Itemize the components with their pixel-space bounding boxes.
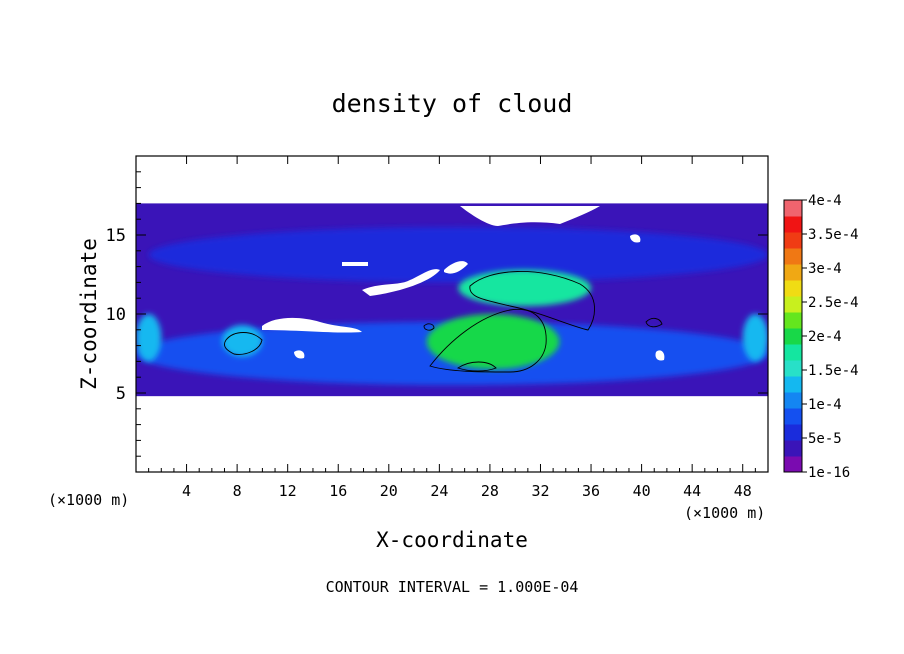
colorbar-swatch	[784, 392, 802, 409]
x-tick-label: 40	[633, 482, 651, 500]
contour-line	[429, 308, 547, 373]
colorbar-label: 5e-5	[808, 431, 842, 447]
gap-patch	[444, 261, 468, 274]
colorbar-swatch	[784, 360, 802, 377]
x-tick-label: 44	[683, 482, 701, 500]
x-axis: 4 8 12 16 20 24 28 32 36 40 44 48	[148, 156, 756, 500]
y-axis-title: Z-coordinate	[77, 238, 101, 390]
density-field	[136, 203, 768, 397]
colorbar-swatch	[784, 344, 802, 361]
density-region-left-edge	[136, 314, 162, 362]
contour-line	[645, 317, 663, 328]
density-region-upper-band	[148, 227, 768, 283]
contour-line	[223, 332, 263, 355]
x-tick-label: 48	[734, 482, 752, 500]
density-region-blob-x8	[221, 325, 263, 357]
colorbar-swatch	[784, 200, 802, 217]
colorbar-swatch	[784, 312, 802, 329]
chart-title: density of cloud	[332, 89, 573, 118]
colorbar-swatch	[784, 328, 802, 345]
colorbar-swatch	[784, 408, 802, 425]
x-tick-label: 32	[531, 482, 549, 500]
clear-air-gaps	[262, 206, 665, 361]
colorbar: 1e-16 5e-5 1e-4 1.5e-4 2e-4 2.5e-4 3e-4 3.5e-4 4…	[783, 193, 859, 481]
colorbar-swatch	[784, 232, 802, 249]
colorbar-swatch	[784, 280, 802, 297]
colorbar-label: 1.5e-4	[808, 363, 859, 379]
x-tick-label: 24	[430, 482, 448, 500]
gap-patch	[262, 317, 362, 333]
x-tick-label: 20	[380, 482, 398, 500]
x-tick-label: 8	[233, 482, 242, 500]
contour-line	[423, 323, 435, 331]
density-region-core-upper	[458, 269, 592, 307]
colorbar-label: 2e-4	[808, 329, 842, 345]
gap-patch	[460, 206, 600, 226]
colorbar-label: 3.5e-4	[808, 227, 859, 243]
y-tick-label: 15	[106, 226, 126, 246]
density-region-core-lower	[426, 314, 560, 370]
x-tick-label: 4	[182, 482, 191, 500]
gap-patch	[655, 350, 665, 361]
contour-line	[456, 361, 497, 372]
gap-patch	[342, 262, 368, 266]
gap-patch	[362, 269, 440, 296]
x-tick-label: 12	[279, 482, 297, 500]
colorbar-swatch	[784, 376, 802, 393]
colorbar-swatch	[784, 424, 802, 441]
y-axis: 5 10 15	[106, 171, 768, 457]
contour-line	[469, 271, 595, 331]
x-unit-label-right: (×1000 m)	[684, 504, 765, 522]
gap-patch	[294, 350, 305, 359]
x-unit-label: (×1000 m)	[48, 491, 129, 509]
colorbar-swatch	[784, 296, 802, 313]
x-tick-label: 28	[481, 482, 499, 500]
y-tick-label: 10	[106, 305, 126, 325]
colorbar-swatch	[784, 440, 802, 457]
x-tick-label: 36	[582, 482, 600, 500]
colorbar-label: 3e-4	[808, 261, 842, 277]
colorbar-swatch	[784, 264, 802, 281]
contour-lines	[223, 271, 663, 373]
colorbar-swatch	[784, 456, 802, 473]
colorbar-label: 2.5e-4	[808, 295, 859, 311]
y-tick-label: 5	[116, 384, 126, 404]
colorbar-label: 1e-4	[808, 397, 842, 413]
x-tick-label: 16	[329, 482, 347, 500]
contour-interval-note: CONTOUR INTERVAL = 1.000E-04	[326, 578, 579, 596]
gap-patch	[630, 234, 641, 243]
colorbar-label: 1e-16	[808, 465, 850, 481]
colorbar-swatch	[784, 248, 802, 265]
x-axis-title: X-coordinate	[376, 528, 528, 552]
density-region-right-edge	[742, 314, 768, 362]
colorbar-label: 4e-4	[808, 193, 842, 209]
colorbar-swatch	[784, 216, 802, 233]
